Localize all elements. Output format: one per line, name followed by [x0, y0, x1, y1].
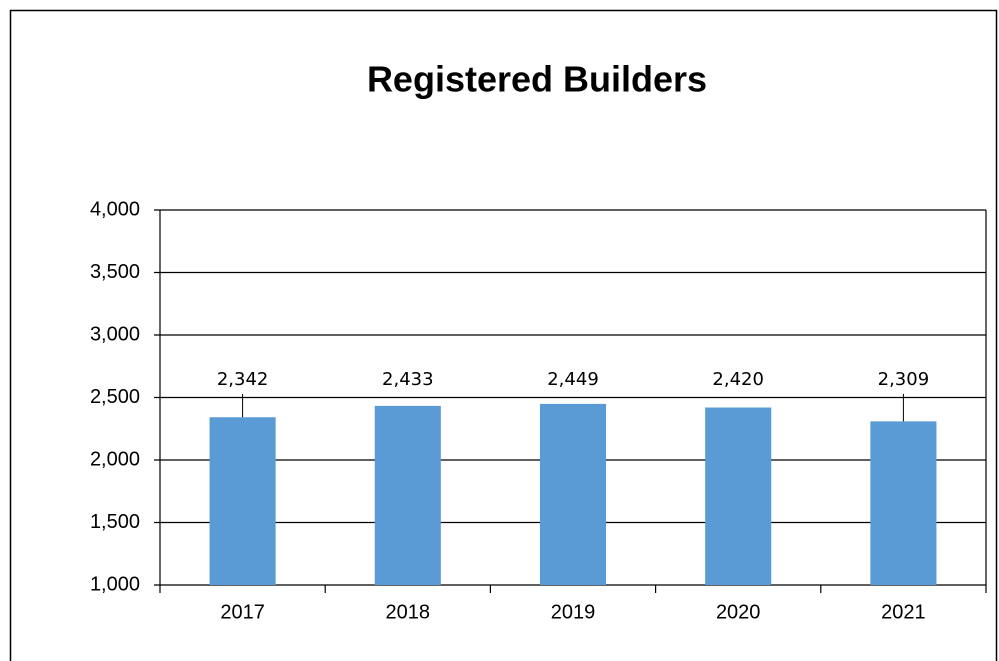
- data-label: 2,309: [878, 369, 930, 390]
- data-label: 2,449: [547, 369, 599, 390]
- y-tick-label: 1,000: [90, 573, 140, 595]
- data-label: 2,433: [382, 369, 434, 390]
- data-label: 2,342: [217, 369, 269, 390]
- y-tick-label: 4,000: [90, 198, 140, 220]
- y-tick-label: 2,500: [90, 386, 140, 408]
- bar: [870, 421, 937, 585]
- x-tick-label: 2020: [716, 601, 761, 623]
- x-tick-label: 2018: [386, 601, 431, 623]
- bar: [539, 403, 607, 585]
- y-tick-label: 3,000: [90, 323, 140, 345]
- x-tick-label: 2017: [220, 601, 265, 623]
- chart-border: [9, 9, 998, 661]
- bar: [705, 407, 772, 585]
- y-tick-label: 2,000: [90, 448, 140, 470]
- bar: [374, 405, 441, 585]
- y-tick-label: 1,500: [90, 511, 140, 533]
- bar: [209, 417, 276, 585]
- x-tick-label: 2021: [881, 601, 926, 623]
- y-tick-label: 3,500: [90, 261, 140, 283]
- data-label: 2,420: [712, 369, 764, 390]
- x-tick-label: 2019: [551, 601, 596, 623]
- chart-title: Registered Builders: [367, 59, 707, 100]
